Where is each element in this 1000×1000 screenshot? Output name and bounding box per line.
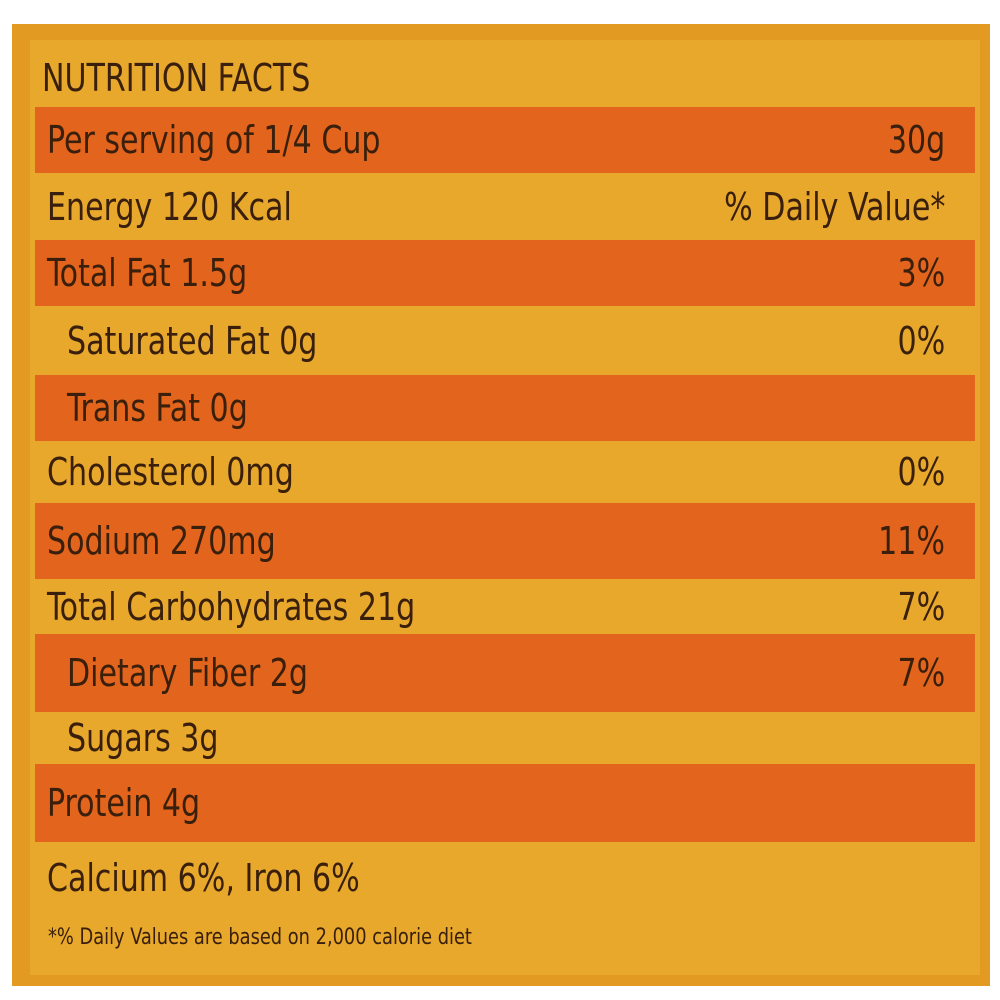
row-label: Trans Fat 0g — [67, 386, 248, 430]
row-label: Saturated Fat 0g — [67, 318, 318, 363]
row-carbohydrates: Total Carbohydrates 21g 7% — [35, 579, 975, 634]
row-total-fat: Total Fat 1.5g 3% — [35, 240, 975, 306]
footnote: *% Daily Values are based on 2,000 calor… — [48, 925, 472, 950]
row-value: 3% — [897, 251, 945, 295]
row-label: Total Carbohydrates 21g — [47, 584, 416, 629]
row-value: 0% — [897, 450, 945, 494]
row-serving: Per serving of 1/4 Cup 30g — [35, 107, 975, 173]
row-value: 11% — [878, 519, 945, 563]
row-label: Total Fat 1.5g — [47, 251, 248, 295]
row-protein: Protein 4g — [35, 764, 975, 842]
row-label: Calcium 6%, Iron 6% — [47, 856, 360, 900]
row-value: 30g — [887, 118, 945, 162]
row-label: Cholesterol 0mg — [47, 450, 294, 494]
row-value: 7% — [897, 584, 945, 629]
row-label: Protein 4g — [47, 781, 201, 825]
row-value: % Daily Value* — [723, 184, 945, 229]
row-cholesterol: Cholesterol 0mg 0% — [35, 441, 975, 503]
row-trans-fat: Trans Fat 0g — [35, 375, 975, 441]
row-label: Per serving of 1/4 Cup — [47, 118, 381, 162]
row-value: 0% — [897, 318, 945, 363]
row-sugars: Sugars 3g — [35, 712, 975, 764]
label-title: NUTRITION FACTS — [42, 56, 311, 100]
row-label: Energy 120 Kcal — [47, 184, 292, 229]
row-saturated-fat: Saturated Fat 0g 0% — [35, 306, 975, 375]
row-label: Sodium 270mg — [47, 519, 276, 563]
row-label: Dietary Fiber 2g — [67, 651, 308, 695]
row-value: 7% — [897, 651, 945, 695]
row-label: Sugars 3g — [67, 716, 219, 760]
row-energy: Energy 120 Kcal % Daily Value* — [35, 173, 975, 240]
row-dietary-fiber: Dietary Fiber 2g 7% — [35, 634, 975, 712]
row-sodium: Sodium 270mg 11% — [35, 503, 975, 579]
row-calcium-iron: Calcium 6%, Iron 6% — [35, 842, 975, 914]
